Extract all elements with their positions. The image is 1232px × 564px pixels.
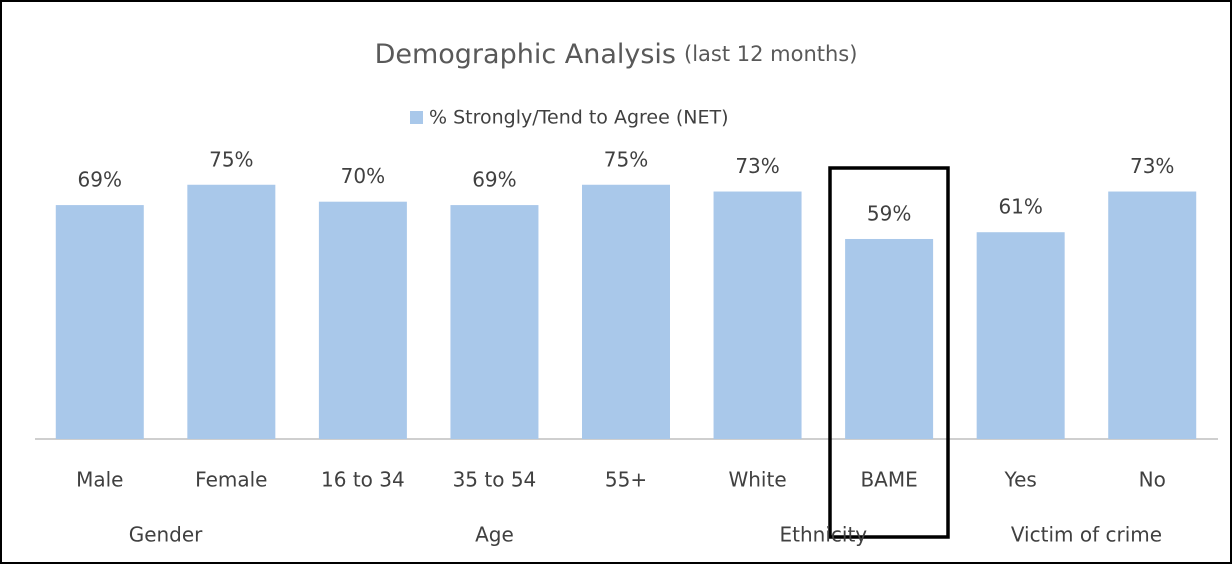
x-tick-label: 16 to 34 (321, 468, 405, 492)
subtitle: (last 12 months) (684, 42, 857, 66)
bar (976, 232, 1065, 439)
x-tick-label: 55+ (605, 468, 647, 492)
value-label: 61% (998, 195, 1042, 219)
x-tick-label: Female (195, 468, 267, 492)
value-label: 59% (867, 201, 911, 225)
bar (713, 191, 802, 439)
bar (55, 205, 144, 439)
highlight-box (828, 166, 950, 539)
group-label: Victim of crime (1011, 523, 1162, 547)
x-tick-label: Male (76, 468, 123, 492)
bar (450, 205, 539, 439)
value-label: 69% (78, 168, 122, 192)
x-tick-label: 35 to 54 (453, 468, 537, 492)
bar (318, 201, 407, 439)
value-label: 75% (604, 147, 648, 171)
title: Demographic Analysis (375, 39, 676, 70)
value-label: 69% (472, 168, 516, 192)
bar (845, 238, 934, 439)
bar (1108, 191, 1197, 439)
legend-label: % Strongly/Tend to Agree (NET) (429, 107, 729, 129)
bar (582, 184, 670, 439)
group-label: Gender (129, 523, 203, 547)
value-label: 75% (209, 147, 253, 171)
value-label: 73% (735, 154, 779, 178)
x-tick-label: BAME (860, 468, 917, 492)
legend-swatch (410, 111, 423, 124)
group-label: Age (475, 523, 514, 547)
value-label: 70% (341, 164, 385, 188)
chart-title: Demographic Analysis (last 12 months) (375, 39, 858, 70)
value-label: 73% (1130, 154, 1174, 178)
x-tick-label: No (1139, 468, 1166, 492)
x-tick-label: White (728, 468, 786, 492)
legend: % Strongly/Tend to Agree (NET) (410, 107, 729, 129)
group-label: Ethnicity (780, 523, 868, 547)
x-tick-label: Yes (1004, 468, 1037, 492)
bar (187, 184, 276, 439)
